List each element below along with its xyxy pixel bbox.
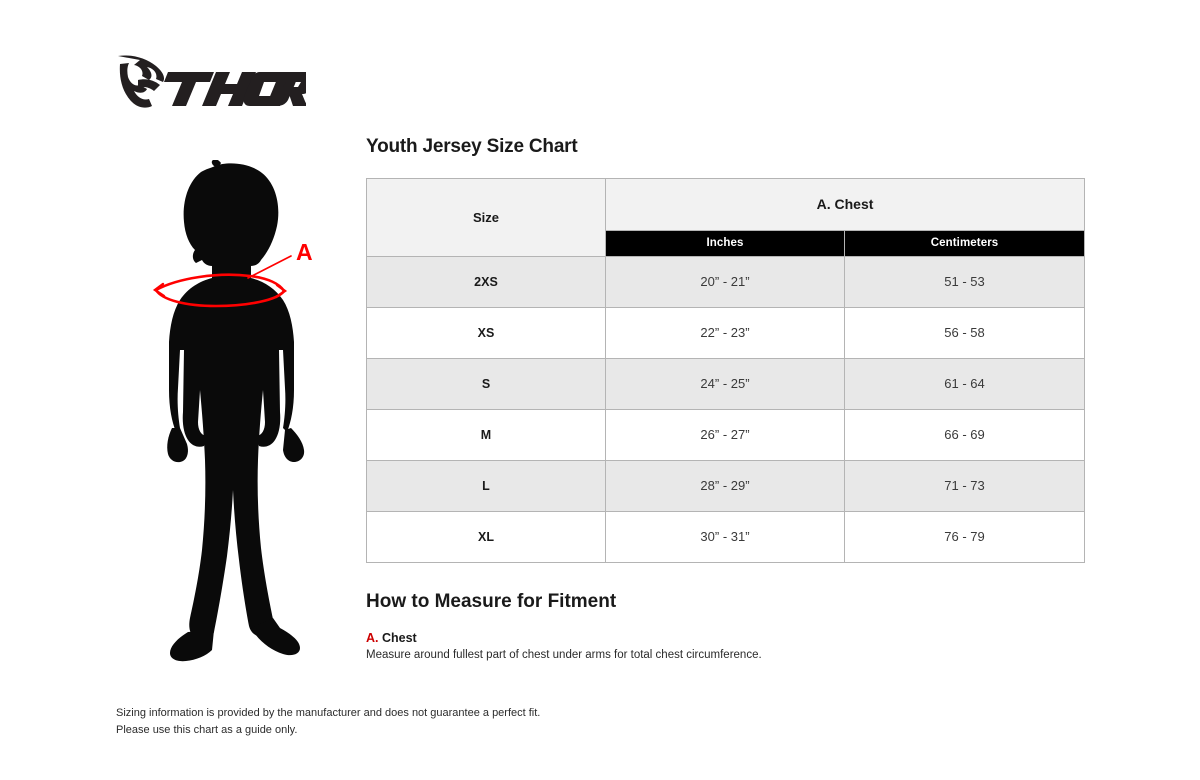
how-to-measure-section: How to Measure for Fitment A. Chest Meas…	[366, 590, 1086, 664]
measure-item-letter: A.	[366, 630, 379, 645]
disclaimer-line-2: Please use this chart as a guide only.	[116, 724, 298, 737]
cell-size: M	[366, 408, 606, 461]
cell-centimeters: 56 - 58	[843, 306, 1086, 359]
table-row: XL 30” - 31” 76 - 79	[366, 510, 1086, 563]
cell-centimeters: 61 - 64	[843, 357, 1086, 410]
chest-annotation-label: A	[296, 239, 313, 265]
thor-brand-logo	[116, 52, 306, 110]
cell-inches: 26” - 27”	[605, 408, 845, 461]
column-group-header-chest: A. Chest	[604, 177, 1086, 231]
chest-measure-annotation-icon	[152, 255, 292, 308]
cell-inches: 20” - 21”	[605, 255, 845, 308]
cell-centimeters: 66 - 69	[843, 408, 1086, 461]
cell-size: L	[366, 459, 606, 512]
disclaimer-line-1: Sizing information is provided by the ma…	[116, 707, 541, 719]
cell-inches: 24” - 25”	[605, 357, 845, 410]
disclaimer-text: Sizing information is provided by the ma…	[116, 705, 540, 739]
cell-size: XL	[366, 510, 606, 563]
cell-inches: 30” - 31”	[605, 510, 845, 563]
how-to-measure-title: How to Measure for Fitment	[366, 590, 617, 612]
measure-item-name: Chest	[381, 630, 417, 645]
measure-item: A. Chest Measure around fullest part of …	[366, 631, 1086, 664]
table-row: S 24” - 25” 61 - 64	[366, 357, 1086, 410]
column-header-inches: Inches	[605, 229, 845, 257]
table-row: L 28” - 29” 71 - 73	[366, 459, 1086, 512]
column-header-centimeters: Centimeters	[843, 229, 1086, 257]
size-chart-table: Size A. Chest Inches Centimeters 2XS 20”…	[366, 177, 1086, 563]
size-chart-content: Youth Jersey Size Chart Size A. Chest In…	[366, 136, 1086, 664]
youth-body-silhouette-icon	[167, 160, 305, 662]
cell-inches: 28” - 29”	[605, 459, 845, 512]
table-header: Size A. Chest Inches Centimeters	[366, 177, 1086, 257]
page-title: Youth Jersey Size Chart	[366, 136, 578, 157]
cell-size: S	[366, 357, 606, 410]
cell-centimeters: 51 - 53	[843, 255, 1086, 308]
cell-size: XS	[366, 306, 606, 359]
cell-size: 2XS	[366, 255, 606, 308]
table-row: M 26” - 27” 66 - 69	[366, 408, 1086, 461]
table-row: XS 22” - 23” 56 - 58	[366, 306, 1086, 359]
column-header-size: Size	[366, 177, 606, 257]
thor-helmet-wing-icon	[118, 55, 306, 108]
table-row: 2XS 20” - 21” 51 - 53	[366, 255, 1086, 308]
measure-item-description: Measure around fullest part of chest und…	[366, 648, 762, 661]
table-body: 2XS 20” - 21” 51 - 53 XS 22” - 23” 56 - …	[366, 255, 1086, 563]
cell-inches: 22” - 23”	[605, 306, 845, 359]
youth-figure-illustration: A	[128, 160, 338, 672]
cell-centimeters: 71 - 73	[843, 459, 1086, 512]
measure-item-heading: A. Chest	[366, 631, 1086, 645]
cell-centimeters: 76 - 79	[843, 510, 1086, 563]
